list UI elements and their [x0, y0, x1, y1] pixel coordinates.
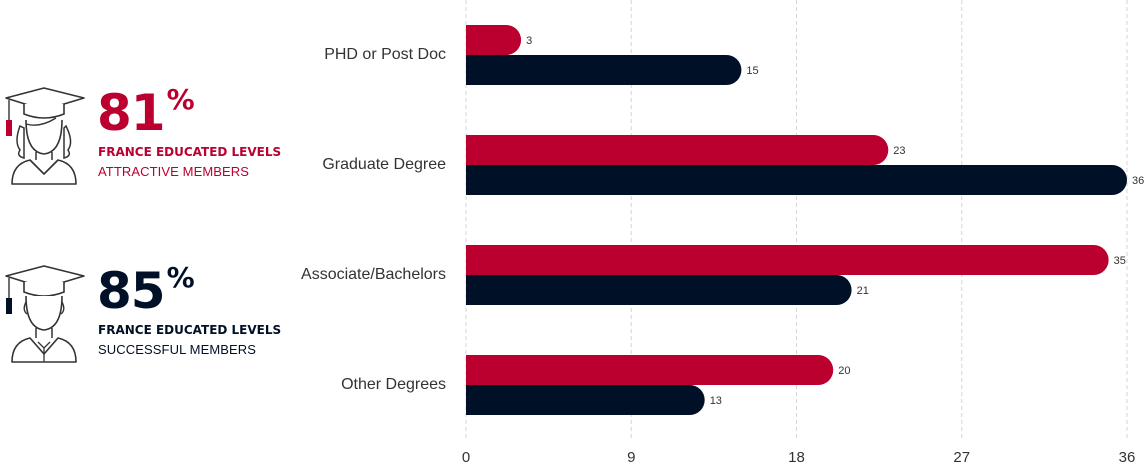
data-label: 13 — [710, 395, 722, 407]
x-tick-label: 0 — [462, 449, 470, 464]
bar — [466, 275, 852, 305]
bar — [466, 165, 1127, 195]
data-label: 36 — [1132, 175, 1144, 187]
stat-value: 81% — [97, 83, 195, 142]
data-label: 15 — [746, 65, 758, 77]
category-label: Associate/Bachelors — [301, 266, 446, 283]
data-label: 20 — [838, 365, 850, 377]
female-graduate-icon — [5, 87, 85, 185]
data-label: 3 — [526, 35, 532, 47]
data-label: 23 — [893, 145, 905, 157]
stat-label: FRANCE EDUCATED LEVELS — [98, 145, 282, 159]
bar — [466, 25, 522, 55]
stat-successful: 85% FRANCE EDUCATED LEVELS SUCCESSFUL ME… — [0, 262, 300, 372]
stat-sublabel: SUCCESSFUL MEMBERS — [98, 342, 257, 357]
data-label: 21 — [857, 285, 869, 297]
x-tick-label: 9 — [627, 449, 635, 464]
category-label: PHD or Post Doc — [324, 46, 446, 63]
bar — [466, 385, 705, 415]
bar — [466, 55, 742, 86]
stat-label: FRANCE EDUCATED LEVELS — [98, 323, 282, 337]
bar — [466, 135, 889, 165]
stat-sublabel: ATTRACTIVE MEMBERS — [98, 164, 250, 179]
category-label: Graduate Degree — [322, 156, 446, 173]
category-label: Other Degrees — [341, 376, 446, 393]
stat-attractive: 81% FRANCE EDUCATED LEVELS ATTRACTIVE ME… — [0, 84, 300, 194]
data-label: 35 — [1114, 255, 1126, 267]
x-tick-label: 18 — [788, 449, 805, 464]
x-tick-label: 36 — [1119, 449, 1136, 464]
bar — [466, 355, 834, 385]
male-graduate-icon — [5, 265, 85, 363]
stat-value: 85% — [97, 261, 195, 320]
bar — [466, 245, 1109, 275]
x-tick-label: 27 — [953, 449, 970, 464]
